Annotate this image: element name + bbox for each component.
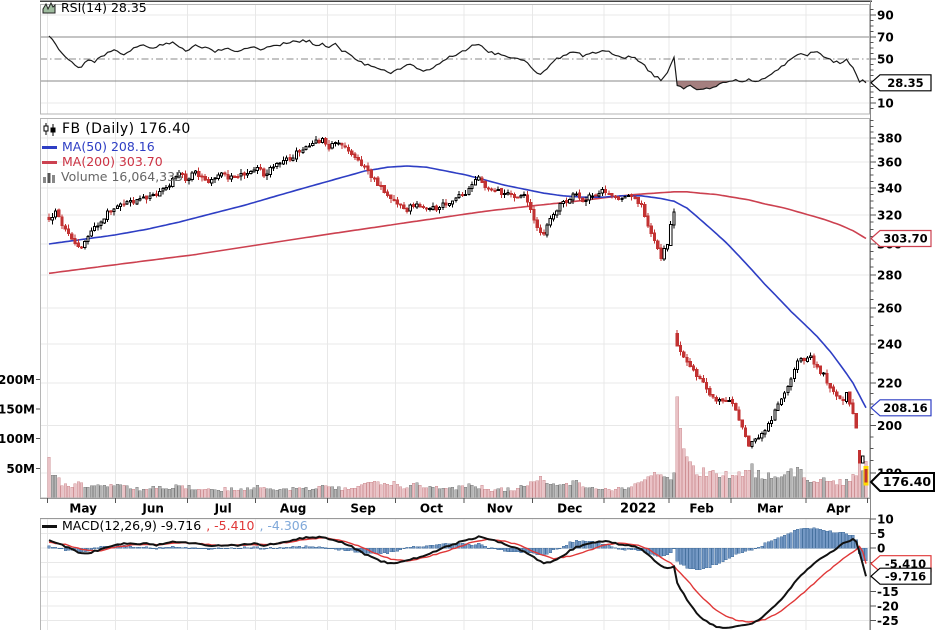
month-label: Oct bbox=[420, 502, 443, 516]
axes-and-borders: 3803603403203002802602402202001809070503… bbox=[0, 0, 902, 630]
volume-legend-label: Volume 16,064,335 bbox=[61, 169, 184, 184]
rsi-axis-label: 70 bbox=[877, 31, 894, 45]
candles-layer bbox=[47, 136, 869, 486]
ma200-last-value-callout: 303.70 bbox=[870, 229, 932, 248]
month-label: Mar bbox=[757, 502, 783, 516]
month-label: Aug bbox=[280, 502, 306, 516]
macd-axis-label: 10 bbox=[877, 513, 894, 527]
macd-last-value-callout: -9.716 bbox=[870, 567, 932, 585]
rsi-axis-label: 90 bbox=[877, 9, 894, 23]
macd-axis-label: 5 bbox=[877, 527, 885, 541]
price-last-value: 176.40 bbox=[883, 474, 932, 489]
price-axis-label: 280 bbox=[877, 268, 902, 282]
month-label: Feb bbox=[689, 502, 714, 516]
rsi-oversold-fill bbox=[676, 81, 733, 90]
rsi-axis-label: 50 bbox=[877, 53, 894, 67]
volume-axis-label: 200M bbox=[0, 373, 35, 387]
macd-line bbox=[48, 535, 867, 629]
ma200-line bbox=[48, 191, 867, 275]
rsi-legend: RSI(14) 28.35 bbox=[42, 0, 147, 15]
volume-legend: Volume 16,064,335 bbox=[42, 169, 184, 184]
ma200-legend-label: MA(200) 303.70 bbox=[62, 154, 163, 169]
macd-axis-label: -15 bbox=[877, 585, 899, 599]
ma50-last-value-callout: 208.16 bbox=[870, 399, 932, 417]
month-label: Sep bbox=[350, 502, 376, 516]
macd-axis-label: -20 bbox=[877, 600, 899, 614]
macd-axis-label: -25 bbox=[877, 614, 899, 628]
moving-averages bbox=[48, 165, 867, 409]
macd-legend-signal: , -5.410 bbox=[206, 518, 255, 533]
price-axis-label: 320 bbox=[877, 209, 902, 223]
ma200-line-icon bbox=[42, 160, 57, 164]
month-label: 2022 bbox=[620, 502, 656, 517]
price-legend-title: FB (Daily) 176.40 bbox=[42, 122, 191, 136]
price-axis-label: 220 bbox=[877, 377, 902, 391]
rsi-line bbox=[48, 35, 867, 91]
volume-layer bbox=[47, 396, 868, 499]
price-axis-label: 260 bbox=[877, 302, 902, 316]
macd-line-icon bbox=[42, 524, 57, 528]
ma50-line-icon bbox=[42, 145, 57, 149]
month-label: Jun bbox=[141, 502, 164, 516]
month-label: Nov bbox=[487, 502, 513, 516]
price-last-value-callout: 176.40 bbox=[869, 472, 935, 492]
macd-legend-hist: , -4.306 bbox=[259, 518, 308, 533]
rsi-legend-label: RSI(14) 28.35 bbox=[61, 0, 147, 15]
ma50-last-value: 208.16 bbox=[883, 401, 927, 415]
macd-legend: MACD(12,26,9) -9.716 , -5.410 , -4.306 bbox=[42, 518, 308, 533]
month-label: Jul bbox=[214, 502, 232, 516]
volume-axis-label: 50M bbox=[6, 462, 35, 476]
ma200-legend: MA(200) 303.70 bbox=[42, 154, 163, 169]
macd-legend-main: MACD(12,26,9) -9.716 bbox=[62, 518, 202, 533]
macd-last-value: -9.716 bbox=[885, 569, 926, 583]
volume-bars-icon bbox=[43, 173, 55, 184]
month-label: Dec bbox=[557, 502, 582, 516]
rsi-last-value: 28.35 bbox=[887, 76, 923, 90]
price-axis-label: 200 bbox=[877, 419, 902, 433]
ma200-last-value: 303.70 bbox=[883, 232, 927, 246]
value-callouts: 28.35 303.70 208.16 176.40 -5.410-9.716 bbox=[869, 74, 935, 585]
macd-histogram bbox=[47, 527, 868, 570]
candlestick-icon bbox=[43, 122, 56, 136]
rsi-axis-label: 10 bbox=[877, 97, 894, 111]
rsi-indicator-icon bbox=[42, 2, 56, 14]
macd-lines bbox=[48, 535, 867, 629]
month-label: May bbox=[69, 502, 97, 516]
macd-axis-label: 0 bbox=[877, 542, 885, 556]
ma50-legend: MA(50) 208.16 bbox=[42, 139, 155, 154]
rsi-last-value-callout: 28.35 bbox=[870, 74, 932, 92]
price-axis-label: 340 bbox=[877, 181, 902, 195]
gridlines bbox=[40, 4, 870, 630]
rsi-panel-plot bbox=[40, 35, 870, 91]
price-axis-label: 380 bbox=[877, 132, 902, 146]
price-title-label: FB (Daily) 176.40 bbox=[62, 121, 191, 137]
volume-axis-label: 150M bbox=[0, 403, 35, 417]
price-axis-label: 360 bbox=[877, 156, 902, 170]
month-label: Apr bbox=[826, 502, 850, 516]
volume-axis-label: 100M bbox=[0, 432, 35, 446]
ma50-line bbox=[48, 165, 867, 409]
macd-signal-last-value: -5.410 bbox=[885, 557, 926, 571]
ma50-legend-label: MA(50) 208.16 bbox=[62, 139, 155, 154]
price-axis-label: 240 bbox=[877, 338, 902, 352]
